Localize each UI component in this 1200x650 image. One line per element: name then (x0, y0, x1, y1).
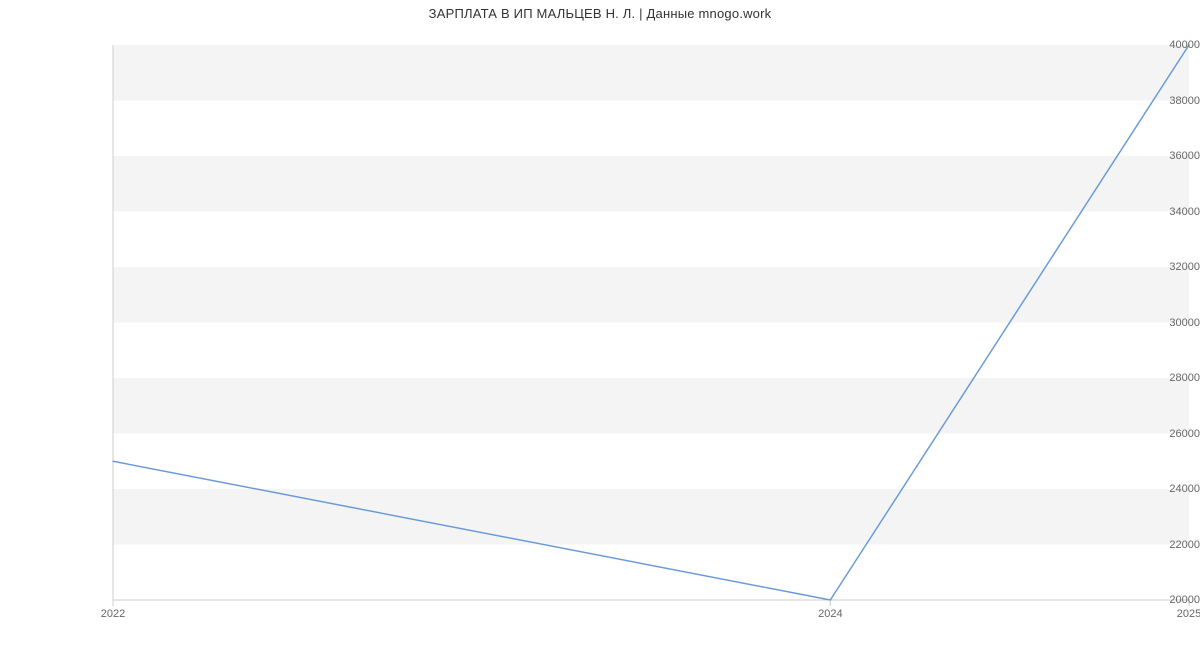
x-tick-label: 2024 (818, 608, 842, 620)
y-tick-label: 30000 (1095, 317, 1200, 329)
x-tick-label: 2025 (1177, 608, 1200, 620)
y-tick-label: 32000 (1095, 261, 1200, 273)
y-tick-label: 38000 (1095, 95, 1200, 107)
y-tick-label: 28000 (1095, 372, 1200, 384)
x-tick-label: 2022 (101, 608, 125, 620)
y-tick-label: 20000 (1095, 594, 1200, 606)
y-tick-label: 26000 (1095, 428, 1200, 440)
y-tick-label: 40000 (1095, 39, 1200, 51)
chart-title: ЗАРПЛАТА В ИП МАЛЬЦЕВ Н. Л. | Данные mno… (0, 6, 1200, 21)
y-tick-label: 36000 (1095, 150, 1200, 162)
y-tick-label: 24000 (1095, 483, 1200, 495)
y-tick-label: 34000 (1095, 206, 1200, 218)
y-tick-label: 22000 (1095, 539, 1200, 551)
salary-chart: ЗАРПЛАТА В ИП МАЛЬЦЕВ Н. Л. | Данные mno… (0, 0, 1200, 650)
chart-canvas (0, 0, 1200, 650)
